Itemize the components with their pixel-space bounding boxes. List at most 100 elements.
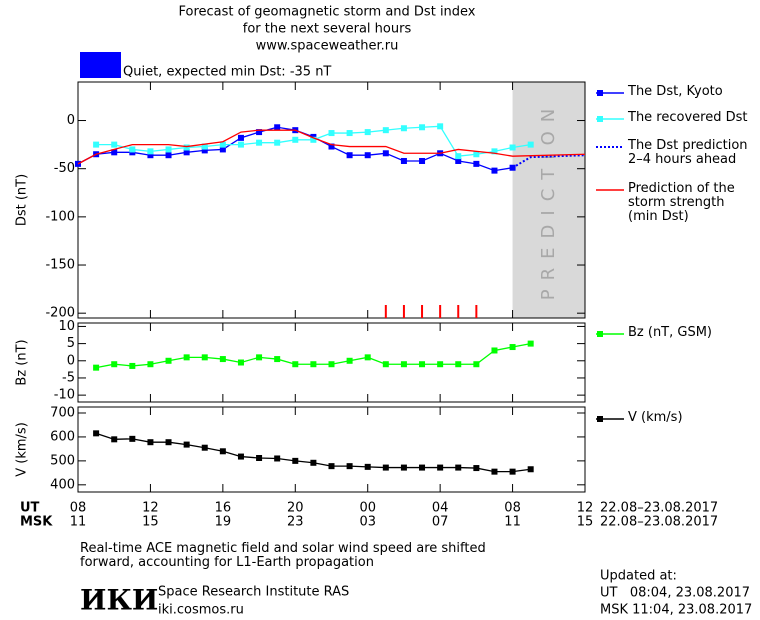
data-point: [491, 148, 498, 155]
prediction-label: PREDICTION: [538, 100, 559, 300]
data-point: [165, 357, 172, 364]
data-point: [346, 463, 353, 470]
data-point: [455, 157, 462, 164]
x-tick-label-msk: 07: [432, 515, 449, 530]
date-range: 22.08–23.08.2017: [600, 501, 718, 516]
data-point: [527, 340, 534, 347]
data-point: [382, 127, 389, 134]
data-point: [93, 364, 100, 371]
data-point: [129, 146, 136, 153]
data-point: [237, 359, 244, 366]
data-point: [165, 439, 172, 446]
data-point: [400, 157, 407, 164]
y-tick-label: 0: [67, 353, 75, 368]
data-point: [201, 444, 208, 451]
data-point: [328, 361, 335, 368]
date-range: 22.08–23.08.2017: [600, 515, 718, 530]
data-point: [219, 146, 226, 153]
data-point: [346, 357, 353, 364]
data-point: [527, 466, 534, 473]
data-point: [111, 149, 118, 156]
legend-label: Bz (nT, GSM): [628, 325, 713, 340]
x-tick-label: 08: [504, 501, 521, 516]
updated-label: Updated at:: [600, 569, 677, 584]
data-point: [274, 124, 281, 131]
data-point: [509, 468, 516, 475]
y-tick-label: -100: [45, 209, 75, 224]
y-tick-label: 10: [58, 319, 75, 334]
data-point: [129, 435, 136, 442]
y-tick-label: 600: [50, 429, 75, 444]
data-point: [455, 361, 462, 368]
institute-url: iki.cosmos.ru: [158, 603, 244, 618]
title-line: for the next several hours: [243, 22, 412, 37]
panel-frame: [77, 81, 586, 319]
data-point: [201, 143, 208, 150]
legend-marker: [597, 416, 603, 422]
data-point: [219, 141, 226, 148]
panel-frame: [77, 406, 586, 493]
data-point: [328, 130, 335, 137]
data-point: [165, 152, 172, 159]
data-point: [292, 136, 299, 143]
data-point: [256, 129, 263, 136]
data-point: [219, 448, 226, 455]
data-point: [437, 123, 444, 130]
legend-marker: [597, 116, 603, 122]
x-tick-label-msk: 11: [504, 515, 521, 530]
data-point: [219, 356, 226, 363]
data-point: [183, 149, 190, 156]
y-tick-label: 500: [50, 453, 75, 468]
y-axis-label: Dst (nT): [15, 174, 30, 226]
data-point: [274, 455, 281, 462]
data-point: [310, 459, 317, 466]
data-point: [256, 455, 263, 461]
series-line: [77, 129, 586, 165]
data-point: [183, 354, 190, 361]
data-point: [400, 125, 407, 132]
data-point: [93, 141, 100, 148]
legend-marker: [597, 331, 603, 337]
y-tick-label: 5: [67, 336, 75, 351]
y-tick-label: -5: [62, 370, 75, 385]
legend-label: The recovered Dst: [628, 110, 748, 125]
y-axis-label: Bz (nT): [15, 339, 30, 385]
prediction-region: [512, 82, 585, 318]
data-point: [111, 436, 118, 443]
status-label: Quiet, expected min Dst: -35 nT: [123, 65, 331, 80]
x-tick-label-msk: 15: [142, 515, 159, 530]
data-point: [274, 139, 281, 146]
data-point: [491, 468, 498, 475]
y-tick-label: 0: [67, 113, 75, 128]
data-point: [364, 129, 371, 136]
data-point: [419, 157, 426, 164]
y-tick-label: -10: [54, 388, 75, 403]
data-point: [328, 143, 335, 150]
x-tick-label-msk: 15: [577, 515, 594, 530]
data-point: [419, 124, 426, 131]
data-point: [382, 361, 389, 368]
data-point: [437, 361, 444, 368]
data-point: [310, 361, 317, 368]
x-tick-label: 16: [215, 501, 232, 516]
data-point: [473, 361, 480, 368]
y-tick-label: -50: [54, 161, 75, 176]
x-tick-label: 20: [287, 501, 304, 516]
data-point: [147, 148, 154, 155]
data-point: [400, 464, 407, 471]
y-tick-label: 700: [50, 405, 75, 420]
data-point: [292, 457, 299, 464]
data-point: [346, 130, 353, 137]
data-point: [237, 453, 244, 460]
legend-label: The Dst, Kyoto: [628, 84, 723, 99]
data-point: [147, 152, 154, 159]
data-point: [455, 464, 462, 471]
title-line: Forecast of geomagnetic storm and Dst in…: [178, 5, 475, 20]
data-point: [527, 141, 534, 148]
data-point: [455, 153, 462, 160]
x-tick-label: 08: [70, 501, 87, 516]
data-point: [256, 354, 263, 361]
data-point: [346, 152, 353, 159]
data-point: [419, 464, 426, 471]
